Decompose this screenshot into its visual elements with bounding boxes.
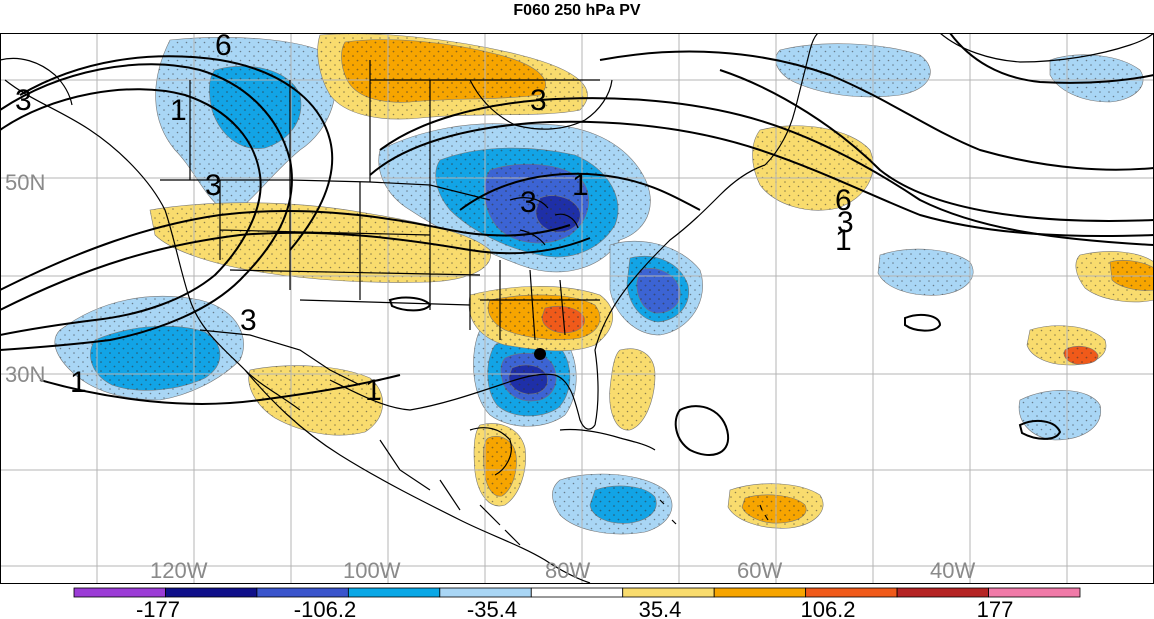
contour-label: 6 (835, 184, 852, 217)
contour-label: 3 (837, 206, 854, 239)
great-lakes (509, 197, 579, 246)
contour-label: 3 (240, 304, 257, 337)
lon-label-60w: 60W (737, 558, 782, 583)
contour-label: 1 (170, 94, 187, 127)
mexico-coast (244, 369, 591, 583)
colorbar-tick-label: -177 (136, 597, 180, 619)
colorbar-tick-label: 106.2 (800, 597, 855, 619)
colorbar-swatch (256, 587, 349, 598)
stipple-patch (508, 364, 548, 395)
us-canada-border (160, 179, 491, 201)
contour-10 (719, 69, 1154, 222)
stipple-patch (483, 436, 517, 497)
stipple-patch (248, 365, 383, 436)
colorbar-swatch (439, 587, 532, 598)
contour-5 (0, 231, 591, 311)
canada-provinces (189, 60, 600, 185)
lon-label-100w: 100W (343, 558, 401, 583)
yucatan (469, 427, 512, 476)
colorbar-tick-label: 177 (977, 597, 1014, 619)
contour-label: 1 (572, 169, 589, 202)
gulf-coast (329, 373, 596, 430)
stipple-patch (150, 202, 491, 283)
pv-contours (0, 33, 1154, 456)
contour-label: 3 (530, 84, 547, 117)
significance-stippling (54, 33, 1154, 535)
contour-2 (0, 88, 262, 336)
contour-11 (599, 50, 1154, 171)
stipple-patch (609, 348, 655, 431)
lat-label-30n: 30N (5, 362, 45, 387)
lon-label-40w: 40W (930, 558, 975, 583)
stipple-patch (1019, 390, 1101, 440)
stipple-patch (1064, 346, 1099, 365)
contour-8 (369, 120, 1154, 237)
stipple-patch (775, 43, 931, 97)
colorbar-swatches (73, 587, 1081, 598)
us-mexico-border (199, 329, 361, 386)
state-lines-2 (469, 240, 600, 341)
contour-3 (19, 55, 334, 251)
stipple-patch (636, 268, 681, 314)
location-marker (534, 348, 546, 360)
lat-label-50n: 50N (5, 170, 45, 195)
stipple-patch (752, 125, 874, 211)
east-coast (594, 164, 766, 426)
hudson-bay (469, 79, 613, 130)
colorbar-tick-label: 35.4 (639, 597, 682, 619)
colorbar-swatch (73, 587, 166, 598)
contour-label: 1 (835, 224, 852, 257)
colorbar-tick-label: -35.4 (467, 597, 517, 619)
colorbar-swatch (805, 587, 898, 598)
cuba (559, 428, 656, 451)
map-title: F060 250 hPa PV (513, 2, 641, 19)
labrador-coast (764, 33, 819, 166)
contour-4 (0, 210, 571, 291)
stipple-patch (1050, 54, 1144, 102)
colorbar: -177 -106.2 -35.4 35.4 106.2 177 (73, 587, 1081, 619)
contour-label: 3 (520, 186, 537, 219)
central-america-borders (379, 439, 521, 546)
contour-label: 1 (365, 374, 382, 407)
contour-label: 3 (15, 84, 32, 117)
colorbar-swatch (896, 587, 989, 598)
contour-14 (904, 313, 942, 332)
stipple-patch (878, 249, 974, 296)
alaska (0, 57, 73, 106)
colorbar-swatch (988, 587, 1081, 598)
contour-7 (379, 97, 1154, 246)
lon-label-120w: 120W (150, 558, 208, 583)
coastlines (0, 33, 1154, 583)
contour-15 (1018, 419, 1062, 440)
stipple-patch (742, 494, 807, 524)
islands-atlantic (659, 499, 769, 525)
contour-9 (459, 172, 701, 211)
contour-16 (388, 296, 432, 312)
stipple-patch (1110, 260, 1154, 291)
colorbar-swatch (347, 587, 441, 598)
stipple-patch (341, 39, 546, 103)
contour-label: 1 (70, 366, 87, 399)
contour-label: 6 (215, 29, 232, 62)
stipple-patch (590, 485, 657, 524)
contour-6 (39, 374, 401, 405)
colorbar-swatch (622, 587, 715, 598)
colorbar-swatch (713, 587, 807, 598)
map-plot-area: 6 1 3 3 1 3 3 6 3 1 3 1 1 50N 30N 120W 1… (0, 29, 1154, 583)
greenland (939, 33, 1154, 63)
colorbar-tick-label: -106.2 (294, 597, 356, 619)
colorbar-swatch (165, 587, 258, 598)
contour-13 (674, 405, 730, 456)
contour-labels: 6 1 3 3 1 3 3 6 3 1 3 1 1 (15, 29, 854, 407)
contour-label: 3 (205, 169, 222, 202)
lon-label-80w: 80W (545, 558, 590, 583)
contour-12 (949, 33, 1154, 84)
colorbar-swatch (530, 587, 624, 598)
